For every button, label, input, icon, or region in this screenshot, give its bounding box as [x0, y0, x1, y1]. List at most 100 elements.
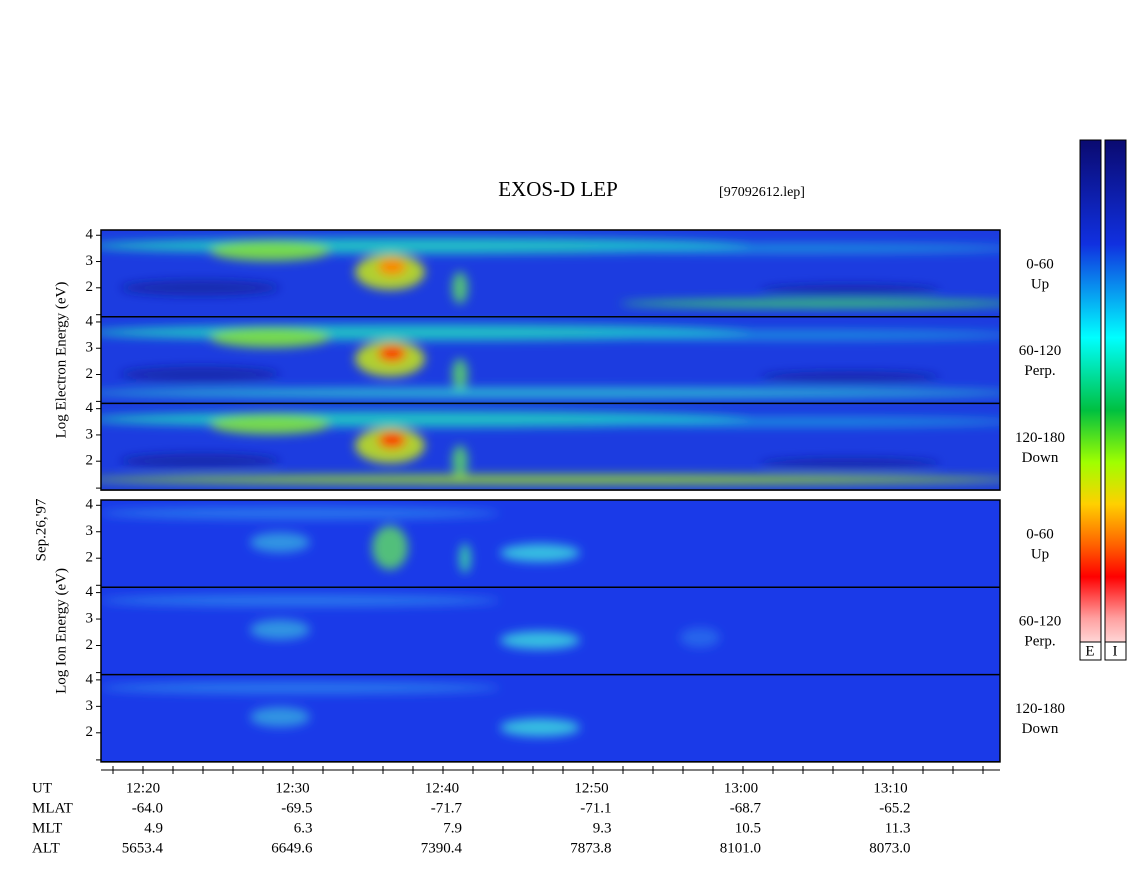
y-tick-label: 3	[86, 610, 94, 626]
block-frame	[100, 499, 1001, 763]
panel-angle: 60-120	[1019, 343, 1062, 359]
y-tick-label: 3	[86, 698, 94, 714]
file-name: [97092612.lep]	[719, 185, 805, 200]
colorbar-label: E	[1085, 643, 1094, 659]
row-value: -71.1	[580, 800, 611, 816]
spectrogram-blob	[120, 279, 280, 296]
y-tick-label: 2	[86, 279, 94, 295]
y-tick-label: 3	[86, 426, 94, 442]
panel-direction: Perp.	[1024, 363, 1055, 379]
colorbar-label-box	[1104, 641, 1127, 661]
panel-direction: Perp.	[1024, 634, 1055, 650]
row-value: -69.5	[281, 800, 312, 816]
ut-label: 13:00	[724, 780, 758, 796]
row-value: 6649.6	[271, 840, 313, 856]
spectrogram-blob	[378, 432, 406, 449]
y-tick-label: 4	[86, 313, 94, 329]
axes: 2 3 4 0-60 Up 2 3 4 60-120 Perp. 2 3 4 120-180 Down Log…	[32, 227, 1065, 857]
spectrogram-blob	[101, 594, 500, 607]
spectrogram-blob	[101, 474, 1000, 485]
spectrogram-background	[101, 230, 1000, 490]
spectrogram-features	[101, 411, 1000, 485]
y-tick-label: 2	[86, 453, 94, 469]
row-value: 9.3	[593, 820, 612, 836]
y-tick-label: 3	[86, 253, 94, 269]
ut-label: 12:30	[275, 780, 309, 796]
spectrogram-blob	[210, 241, 330, 262]
colorbar-i	[1104, 139, 1127, 661]
y-tick-label: 3	[86, 523, 94, 539]
spectrogram-blob	[210, 414, 330, 435]
date: Sep.26,'97	[33, 498, 49, 561]
row-value: 7.9	[443, 820, 462, 836]
spectrogram-block	[101, 500, 1000, 762]
spectrogram-features	[101, 681, 580, 737]
spectrogram-blob	[101, 681, 500, 694]
panel-angle: 0-60	[1026, 256, 1054, 272]
colorbar-label: I	[1113, 643, 1118, 659]
spectrogram-blob	[500, 718, 580, 737]
row-value: 5653.4	[122, 840, 164, 856]
y-tick-label: 2	[86, 366, 94, 382]
spectrogram-features	[101, 237, 1000, 308]
spectrogram-blob	[580, 330, 1000, 341]
y-tick-label: 4	[86, 584, 94, 600]
ut-label: 12:20	[126, 780, 160, 796]
spectrogram-blob	[459, 543, 471, 574]
spectrogram-blob	[210, 327, 330, 348]
spectrogram-features	[101, 324, 1000, 398]
spectrogram-blob	[580, 243, 1000, 254]
energy-axis-label: Log Ion Energy (eV)	[53, 568, 69, 694]
spectrogram-blob	[372, 525, 408, 570]
row-value: -71.7	[431, 800, 463, 816]
row-label: UT	[32, 780, 52, 796]
row-value: -65.2	[879, 800, 910, 816]
row-value: 8073.0	[869, 840, 910, 856]
y-tick-label: 4	[86, 497, 94, 513]
row-label: ALT	[32, 840, 60, 856]
block-frame	[100, 229, 1001, 491]
row-value: 6.3	[294, 820, 313, 836]
row-value: -64.0	[132, 800, 163, 816]
colorbar-label-box	[1079, 641, 1102, 661]
row-label: MLAT	[32, 800, 73, 816]
spectrogram-blob	[580, 416, 1000, 427]
spectrogram-blob	[452, 271, 468, 304]
row-value: 11.3	[885, 820, 911, 836]
title: EXOS-D LEP	[498, 177, 618, 201]
spectrogram-block	[101, 230, 1000, 490]
spectrogram-blob	[620, 299, 1000, 308]
spectrogram-features	[101, 594, 720, 650]
spectrogram-art	[101, 230, 1000, 762]
spectrogram-blob	[760, 371, 940, 384]
panel-direction: Up	[1031, 546, 1049, 562]
spectrogram-blob	[452, 445, 468, 478]
y-tick-label: 2	[86, 550, 94, 566]
y-tick-label: 2	[86, 724, 94, 740]
panel-direction: Down	[1022, 450, 1059, 466]
y-tick-label: 4	[86, 400, 94, 416]
colorbar-e	[1079, 139, 1102, 661]
y-tick-label: 2	[86, 637, 94, 653]
ut-label: 13:10	[873, 780, 907, 796]
panel-angle: 120-180	[1015, 430, 1065, 446]
spectrogram-blob	[120, 366, 280, 383]
spectrogram-blob	[250, 706, 310, 727]
spectrogram-blob	[500, 631, 580, 650]
row-value: 7873.8	[570, 840, 611, 856]
panel-angle: 0-60	[1026, 526, 1054, 542]
spectrogram-blob	[120, 453, 280, 470]
panel-angle: 60-120	[1019, 614, 1062, 630]
row-value: 10.5	[735, 820, 761, 836]
row-value: -68.7	[730, 800, 762, 816]
spectrogram-blob	[760, 284, 940, 297]
row-value: 7390.4	[421, 840, 463, 856]
spectrogram-blob	[452, 358, 468, 391]
spectrogram-blob	[250, 532, 310, 553]
ut-label: 12:50	[574, 780, 608, 796]
spectrogram-blob	[378, 345, 406, 362]
energy-axis-label: Log Electron Energy (eV)	[53, 282, 69, 439]
spectrogram-blob	[101, 387, 1000, 398]
y-tick-label: 4	[86, 671, 94, 687]
